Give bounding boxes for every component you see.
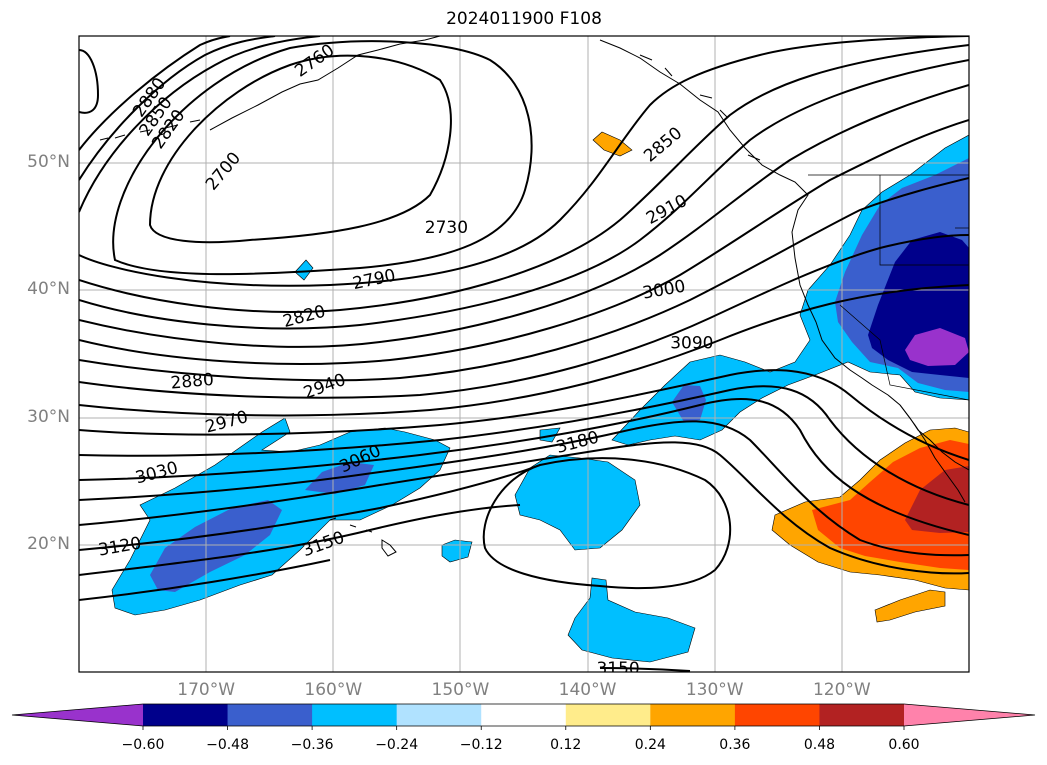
alaska-peninsula-coastline <box>209 36 441 131</box>
contour-line <box>79 398 969 536</box>
contour-line <box>79 36 276 181</box>
colorbar-swatch <box>312 704 398 726</box>
latitude-tick-label: 30°N <box>27 406 70 427</box>
colorbar-tick-label: 0.48 <box>803 737 836 753</box>
contour-line <box>79 49 100 114</box>
contour-line <box>79 385 969 506</box>
contour-line <box>79 119 969 365</box>
colorbar-tick-label: 0.60 <box>888 737 920 753</box>
longitude-tick-label: 170°W <box>177 680 236 700</box>
hawaii-islands <box>329 517 397 557</box>
colorbar-swatch <box>396 704 482 726</box>
gridlines <box>79 36 969 672</box>
contour-line <box>112 40 533 276</box>
longitude-tick-label: 130°W <box>685 680 744 700</box>
colorbar-swatch <box>227 704 313 726</box>
negative-anomaly-area <box>294 259 314 281</box>
map-title: 2024011900 F108 <box>446 9 602 29</box>
colorbar-tick-label: 0.12 <box>550 737 582 753</box>
contour-line <box>599 667 691 672</box>
contour-line <box>79 284 969 417</box>
colorbar-swatch <box>734 704 820 726</box>
contour-line <box>79 369 969 461</box>
contour-line <box>79 84 969 348</box>
colorbar-extend-high <box>904 704 1035 726</box>
map-frame <box>78 35 970 673</box>
contour-label: 2910 <box>643 191 691 229</box>
border-line <box>879 175 969 266</box>
contour-line <box>482 457 732 590</box>
contour-line <box>79 441 969 575</box>
contour-line <box>79 36 969 287</box>
contour-line <box>79 234 969 399</box>
contour-line <box>148 54 452 244</box>
contour-line <box>79 177 969 382</box>
colorbar-tick-label: −0.48 <box>206 737 249 753</box>
colorbar-swatch <box>650 704 736 726</box>
colorbar <box>11 703 1036 730</box>
contour-label: 3000 <box>641 277 687 304</box>
positive-anomaly-area <box>592 131 633 157</box>
longitude-tick-label: 120°W <box>812 680 871 700</box>
colorbar-swatch <box>481 704 567 726</box>
negative-anomaly-area <box>539 427 561 443</box>
colorbar-extend-low <box>12 704 143 726</box>
latitude-tick-label: 50°N <box>27 152 70 173</box>
negative-anomaly-area <box>905 328 969 366</box>
negative-anomaly-area <box>514 454 641 551</box>
island-dots <box>639 54 761 161</box>
aleutian-islands <box>99 119 201 141</box>
contour-line <box>79 504 521 576</box>
contour-label: 3030 <box>133 458 180 489</box>
colorbar-tick-label: 0.36 <box>719 737 751 753</box>
colorbar-tick-label: 0.24 <box>634 737 666 753</box>
contour-line <box>79 420 969 557</box>
colorbar-swatch <box>819 704 905 726</box>
latitude-tick-label: 20°N <box>27 533 70 554</box>
coastlines <box>99 36 969 557</box>
positive-anomaly-area <box>874 589 946 623</box>
longitude-tick-label: 160°W <box>304 680 363 700</box>
contour-line <box>79 36 321 213</box>
latitude-tick-label: 40°N <box>27 279 70 300</box>
shading-layer <box>111 131 969 663</box>
contour-label: 3090 <box>670 334 713 354</box>
contour-line <box>79 464 541 551</box>
contour-line <box>79 36 231 151</box>
colorbar-tick-label: −0.60 <box>121 737 165 753</box>
border-line <box>839 304 969 401</box>
longitude-tick-label: 150°W <box>431 680 490 700</box>
height-contours <box>79 36 969 672</box>
colorbar-tick-label: −0.12 <box>459 737 503 753</box>
contour-label: 2880 <box>170 370 215 394</box>
colorbar-swatch <box>143 704 229 726</box>
negative-anomaly-area <box>441 539 473 563</box>
baja-coastline <box>899 404 966 503</box>
contour-line <box>79 44 969 313</box>
negative-anomaly-area <box>567 577 696 663</box>
contour-line <box>79 559 331 601</box>
colorbar-swatch <box>565 704 651 726</box>
colorbar-tick-label: −0.24 <box>375 737 419 753</box>
positive-anomaly-area <box>812 440 969 570</box>
negative-anomaly-area <box>672 385 706 422</box>
contour-label: 2730 <box>425 218 468 238</box>
contour-label: 2970 <box>203 407 250 438</box>
contour-label: 3150 <box>596 659 639 679</box>
longitude-tick-label: 140°W <box>558 680 617 700</box>
negative-anomaly-area <box>150 500 282 592</box>
colorbar-tick-label: −0.36 <box>290 737 334 753</box>
contour-line <box>79 59 969 330</box>
